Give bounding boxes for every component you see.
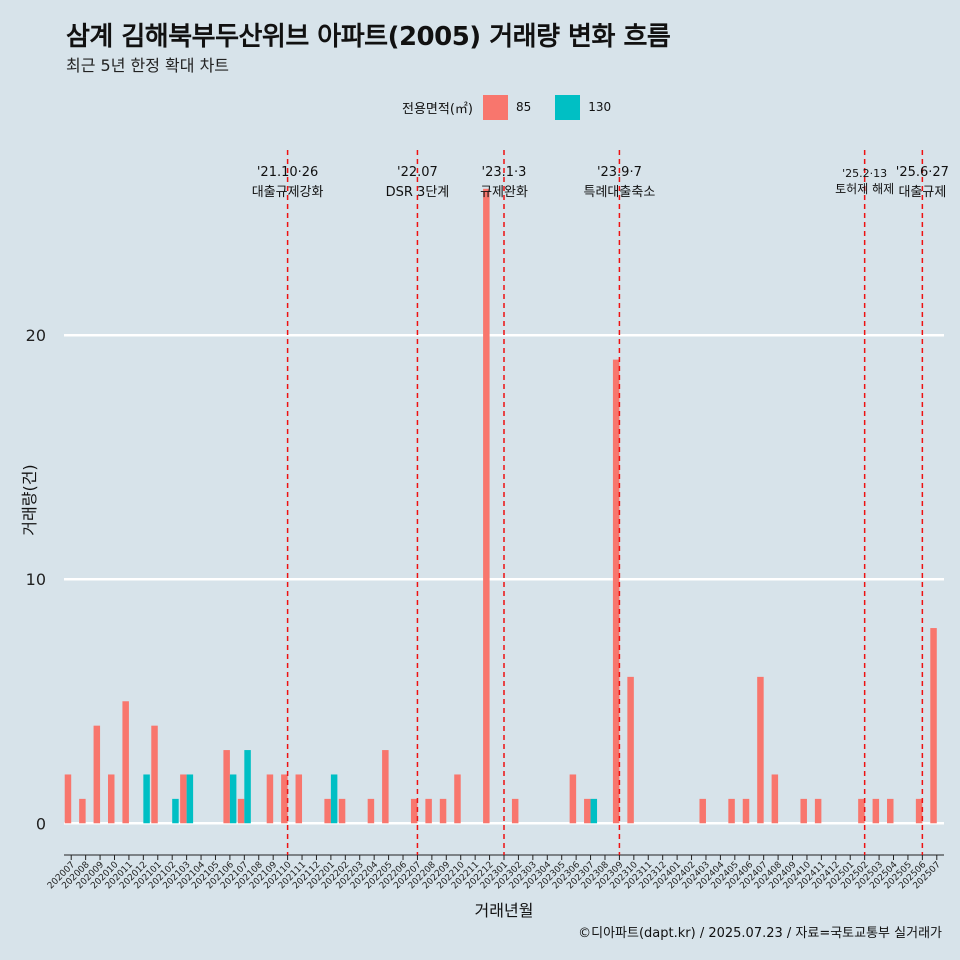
policy-date: '22.07: [397, 165, 438, 180]
bar: [143, 774, 150, 824]
chart-title: 삼계 김해북부두산위브 아파트(2005) 거래량 변화 흐름: [66, 22, 671, 52]
bar: [483, 188, 490, 824]
policy-label: 대출규제: [898, 185, 946, 200]
bar: [569, 774, 577, 824]
bar: [122, 701, 129, 824]
bar: [930, 628, 937, 824]
bar: [295, 774, 303, 824]
bar: [814, 798, 822, 824]
y-tick-label: 20: [26, 326, 46, 345]
bar: [79, 798, 86, 824]
source-caption: ©디아파트(dapt.kr) / 2025.07.23 / 자료=국토교통부 실…: [578, 926, 942, 941]
bar: [425, 798, 432, 824]
y-tick-label: 0: [36, 814, 46, 833]
y-axis-label: 거래량(건): [20, 464, 39, 536]
bar: [699, 798, 706, 824]
policy-date: '23.9·7: [597, 165, 642, 180]
legend-swatch-130: [555, 94, 581, 120]
bar: [887, 798, 894, 824]
bar: [330, 774, 338, 824]
bar: [180, 774, 187, 824]
bar: [439, 798, 447, 824]
policy-date: '23.1·3: [482, 165, 527, 180]
policy-label: 특례대출축소: [584, 185, 656, 200]
bar: [800, 798, 807, 824]
bar: [915, 798, 923, 824]
bar: [151, 725, 158, 824]
bar: [244, 750, 251, 824]
bar: [454, 774, 461, 824]
bar: [771, 774, 779, 824]
bar: [281, 774, 288, 824]
y-tick-label: 10: [26, 570, 46, 589]
policy-date: '25.6·27: [896, 165, 949, 180]
legend-label-85: 85: [515, 100, 532, 114]
legend-title: 전용면적(㎡): [402, 101, 473, 117]
bar: [728, 798, 735, 824]
legend-swatch-85: [482, 94, 508, 120]
bar: [757, 676, 764, 824]
bar: [93, 725, 101, 824]
policy-date: '21.10·26: [257, 165, 318, 180]
bar: [324, 798, 331, 824]
bar: [872, 798, 880, 824]
bar: [223, 750, 230, 824]
policy-label: DSR 3단계: [386, 185, 450, 200]
chart-subtitle: 최근 5년 한정 확대 차트: [66, 56, 230, 75]
bar: [511, 798, 519, 824]
x-axis-label: 거래년월: [474, 901, 534, 920]
bar: [742, 798, 750, 824]
bar: [367, 798, 375, 824]
legend: 전용면적(㎡) 85 130: [402, 92, 635, 122]
bar: [266, 774, 274, 824]
bar: [584, 798, 591, 824]
bar: [612, 359, 620, 824]
bar: [382, 750, 389, 824]
bar: [627, 676, 634, 824]
bar: [590, 798, 598, 824]
policy-label: 대출규제강화: [252, 185, 324, 200]
bar: [172, 798, 179, 824]
bar: [229, 774, 237, 824]
bar: [237, 798, 245, 824]
bar: [64, 774, 72, 824]
bar: [186, 774, 194, 824]
policy-label: 규제완화: [480, 185, 528, 200]
policy-label: 토허제 해제: [835, 182, 894, 196]
bar: [858, 798, 865, 824]
bar: [108, 774, 115, 824]
bar: [338, 798, 346, 824]
policy-date: '25.2·13: [842, 167, 887, 180]
bar: [410, 798, 418, 824]
legend-label-130: 130: [588, 100, 612, 114]
